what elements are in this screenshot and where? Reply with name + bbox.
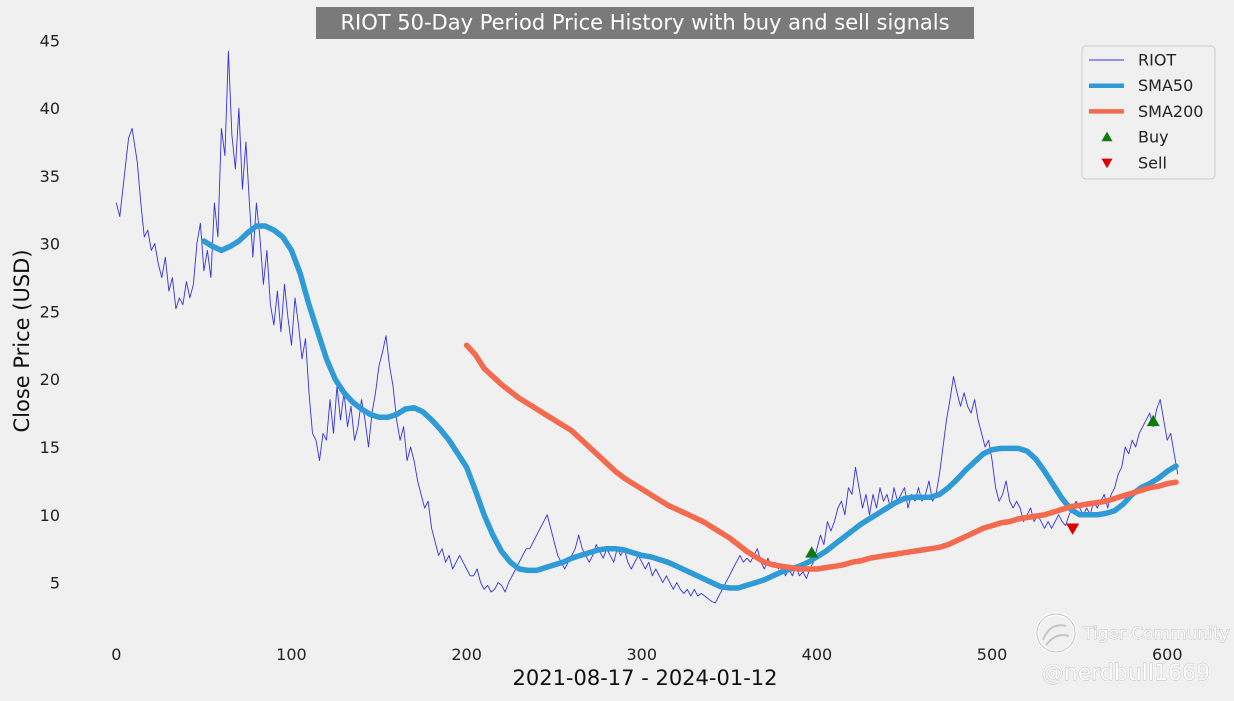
y-tick-label: 20 bbox=[40, 370, 60, 389]
y-tick-label: 15 bbox=[40, 438, 60, 457]
x-tick-label: 400 bbox=[802, 645, 833, 664]
x-axis-label: 2021-08-17 - 2024-01-12 bbox=[512, 666, 777, 690]
y-axis-label: Close Price (USD) bbox=[10, 249, 34, 432]
buy-signal-marker bbox=[1146, 414, 1160, 427]
x-tick-label: 300 bbox=[626, 645, 657, 664]
x-tick-label: 200 bbox=[451, 645, 482, 664]
tiger-logo-icon bbox=[1035, 612, 1077, 654]
legend: RIOT SMA50 SMA200 Buy Sell bbox=[1081, 45, 1216, 180]
y-tick-label: 45 bbox=[40, 31, 60, 50]
x-tick-label: 500 bbox=[977, 645, 1008, 664]
chart-title: RIOT 50-Day Period Price History with bu… bbox=[340, 11, 949, 35]
x-tick-label: 600 bbox=[1152, 645, 1183, 664]
legend-label-sma50: SMA50 bbox=[1138, 76, 1193, 95]
watermark-brand: Tiger Community bbox=[1082, 624, 1230, 644]
sell-signal-marker bbox=[1066, 523, 1080, 535]
series-line-sma50 bbox=[201, 223, 1179, 591]
signal-layer bbox=[805, 414, 1160, 558]
y-tick-label: 40 bbox=[40, 99, 60, 118]
y-tick-label: 30 bbox=[40, 235, 60, 254]
y-axis-ticks: 5 10 15 20 25 30 35 40 45 bbox=[40, 31, 60, 592]
legend-label-sell: Sell bbox=[1138, 153, 1167, 172]
title-background bbox=[316, 7, 974, 39]
watermark-handle: @nerdbull1669 bbox=[1042, 661, 1210, 686]
series-line-riot bbox=[115, 50, 1179, 604]
series-line-sma200 bbox=[463, 342, 1179, 572]
y-tick-label: 35 bbox=[40, 167, 60, 186]
legend-swatch-sell bbox=[1101, 158, 1113, 169]
legend-label-riot: RIOT bbox=[1138, 51, 1176, 70]
buy-signal-marker bbox=[805, 546, 819, 558]
series-layer bbox=[115, 50, 1179, 604]
legend-label-sma200: SMA200 bbox=[1138, 102, 1203, 121]
legend-swatch-buy bbox=[1101, 131, 1113, 142]
legend-box bbox=[1081, 45, 1216, 180]
y-tick-label: 5 bbox=[50, 574, 60, 593]
y-tick-label: 25 bbox=[40, 302, 60, 321]
x-tick-label: 100 bbox=[276, 645, 307, 664]
y-tick-label: 10 bbox=[40, 506, 60, 525]
watermark: Tiger Community @nerdbull1669 bbox=[1035, 612, 1230, 686]
legend-label-buy: Buy bbox=[1138, 128, 1169, 147]
x-tick-label: 0 bbox=[111, 645, 121, 664]
x-axis-ticks: 0 100 200 300 400 500 600 bbox=[111, 645, 1182, 664]
